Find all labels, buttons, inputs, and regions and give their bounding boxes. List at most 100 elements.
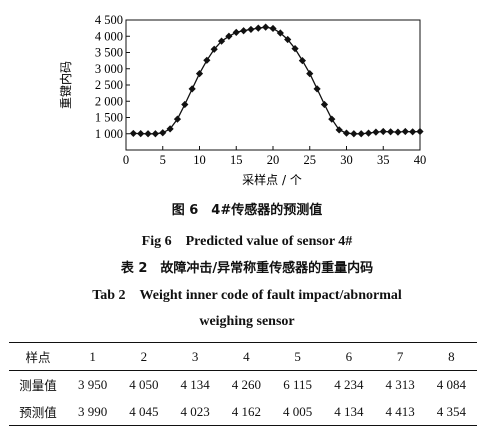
data-point [328, 115, 336, 123]
data-point [416, 127, 424, 136]
y-tick-label: 2 000 [95, 94, 123, 108]
table-caption-chinese: 表 2 故障冲击/异常称重传感器的重量内码 [120, 261, 374, 276]
data-point [210, 45, 218, 53]
table-cell: 4 413 [374, 398, 426, 426]
data-point [247, 25, 255, 34]
x-tick-label: 30 [340, 153, 353, 167]
series-line [133, 26, 421, 135]
table-cell: 3 950 [78, 376, 108, 392]
data-point [254, 24, 262, 32]
data-point [232, 28, 240, 36]
data-point [350, 130, 358, 138]
data-point [379, 127, 387, 136]
table-caption-english-line1: Tab 2 Weight inner code of fault impact/… [92, 288, 402, 303]
data-point [173, 115, 182, 123]
data-point [276, 29, 284, 37]
table-row-predicted: 预测值 3 990 4 045 4 023 4 162 4 005 4 134 … [9, 398, 477, 426]
y-tick-label: 3 000 [95, 62, 123, 76]
data-point [225, 32, 233, 40]
x-tick-label: 35 [377, 153, 390, 167]
data-point [364, 129, 373, 137]
table-cell: 4 234 [334, 376, 364, 392]
x-axis-label: 采样点 / 个 [242, 172, 302, 187]
data-point [217, 37, 226, 45]
data-point [203, 56, 211, 64]
data-point [409, 128, 417, 136]
y-tick-label: 1 500 [95, 111, 123, 125]
line-chart: 1 000 1 500 2 000 2 500 3 000 3 500 4 000 4 500… [59, 13, 426, 187]
data-table: 样点 1 2 3 4 5 6 7 8 测量值 3 950 4 050 4 134… [9, 342, 477, 426]
data-point [262, 23, 270, 31]
data-point [387, 128, 395, 136]
y-axis-ticks: 1 000 1 500 2 000 2 500 3 000 3 500 4 000 4 500 [95, 13, 130, 141]
data-point [159, 129, 167, 137]
header-cell: 4 [220, 342, 272, 371]
x-tick-label: 25 [304, 153, 317, 167]
x-tick-label: 15 [230, 153, 243, 167]
data-point [284, 35, 292, 44]
header-cell: 5 [272, 342, 324, 371]
data-point [394, 128, 402, 136]
data-point [306, 70, 314, 78]
table-caption-english-line2: weighing sensor [199, 314, 295, 329]
header-cell: 1 [67, 342, 119, 371]
y-axis-label: 重键内码 [59, 61, 73, 109]
row-label: 预测值 [9, 398, 67, 426]
header-cell: 6 [323, 342, 375, 371]
table-row-measured: 测量值 3 950 4 050 4 134 4 260 6 115 4 234 … [9, 371, 477, 399]
table-cell: 4 045 [118, 398, 170, 426]
figure-caption-english: Fig 6 Predicted value of sensor 4# [141, 234, 353, 249]
x-tick-label: 10 [193, 153, 206, 167]
table-cell: 4 005 [272, 398, 324, 426]
data-point [269, 24, 277, 33]
x-axis-ticks: 0 5 10 15 20 25 30 35 40 [123, 146, 426, 167]
table-cell: 4 050 [129, 376, 159, 392]
header-cell: 2 [118, 342, 170, 371]
data-point [129, 129, 137, 138]
data-point [181, 100, 189, 109]
table-cell: 6 115 [283, 376, 313, 392]
header-cell: 8 [425, 342, 477, 371]
table-cell: 4 134 [323, 398, 375, 426]
figure-caption-chinese: 图 6 4#传感器的预测值 [171, 203, 323, 218]
table-cell: 3 990 [67, 398, 119, 426]
data-point [298, 57, 306, 65]
data-point [166, 125, 174, 133]
x-tick-label: 5 [160, 153, 166, 167]
data-point [151, 130, 159, 138]
table-cell: 4 134 [180, 376, 210, 392]
y-tick-label: 4 500 [95, 13, 123, 27]
data-point [372, 128, 380, 136]
x-tick-label: 40 [414, 153, 427, 167]
data-point [144, 130, 152, 138]
header-cell: 3 [169, 342, 221, 371]
x-tick-label: 0 [123, 153, 129, 167]
row-label: 测量值 [19, 378, 57, 393]
data-point [357, 130, 365, 138]
data-point [313, 85, 321, 93]
data-point [401, 127, 409, 136]
table-cell: 4 023 [169, 398, 221, 426]
y-tick-label: 1 000 [95, 127, 123, 141]
data-point [320, 100, 329, 109]
y-tick-label: 2 500 [95, 78, 123, 92]
y-tick-label: 3 500 [95, 46, 123, 60]
data-point [195, 70, 204, 78]
data-point [342, 129, 351, 137]
data-point [137, 129, 145, 138]
table-cell: 4 162 [220, 398, 272, 426]
series-markers [129, 23, 424, 138]
data-point [291, 45, 299, 53]
data-point [335, 126, 343, 134]
y-tick-label: 4 000 [95, 29, 123, 43]
data-point [240, 27, 248, 35]
header-cell: 样点 [9, 342, 67, 371]
table-cell: 4 260 [231, 376, 261, 392]
table-header-row: 样点 1 2 3 4 5 6 7 8 [9, 342, 477, 371]
data-point [188, 85, 196, 93]
header-cell: 7 [374, 342, 426, 371]
x-tick-label: 20 [267, 153, 280, 167]
table-cell: 4 313 [385, 376, 415, 392]
table-cell: 4 084 [436, 376, 466, 392]
table-cell: 4 354 [425, 398, 477, 426]
